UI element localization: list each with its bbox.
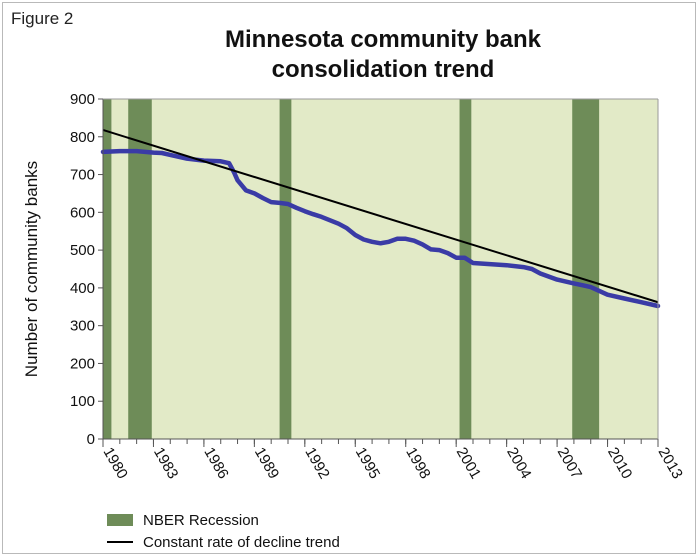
recession-band bbox=[279, 99, 292, 439]
y-tick-label: 800 bbox=[70, 129, 95, 146]
y-tick-label: 400 bbox=[70, 280, 95, 297]
chart-figure: Figure 2 Minnesota community bank consol… bbox=[2, 2, 696, 554]
plot-svg: 0 100 200 300 400 500 600 700 800 900 1980 1983 1986… bbox=[22, 91, 686, 482]
plot-area bbox=[103, 99, 658, 439]
legend: NBER Recession Constant rate of decline … bbox=[107, 509, 340, 553]
y-axis-label: Number of community banks bbox=[22, 161, 41, 377]
y-tick-label: 200 bbox=[70, 355, 95, 372]
y-tick-label: 100 bbox=[70, 393, 95, 410]
y-tick-label: 700 bbox=[70, 167, 95, 184]
x-tick-label: 1986 bbox=[200, 445, 231, 482]
recession-band bbox=[572, 99, 600, 439]
x-tick-label: 2007 bbox=[554, 445, 585, 482]
x-tick-label: 1995 bbox=[352, 445, 383, 482]
y-tick-label: 500 bbox=[70, 242, 95, 259]
recession-band bbox=[459, 99, 472, 439]
recession-bands bbox=[103, 99, 600, 439]
x-tick-label: 1992 bbox=[301, 445, 332, 482]
legend-item-recession: NBER Recession bbox=[107, 509, 340, 531]
x-tick-label: 2010 bbox=[604, 445, 635, 482]
recession-band bbox=[103, 99, 112, 439]
figure-label: Figure 2 bbox=[11, 9, 74, 28]
x-tick-label: 1989 bbox=[251, 445, 282, 482]
legend-label-trend: Constant rate of decline trend bbox=[143, 533, 340, 551]
data-series bbox=[100, 129, 661, 309]
y-tick-label: 0 bbox=[87, 431, 95, 448]
x-tick-label: 1998 bbox=[402, 445, 433, 482]
trend-swatch bbox=[107, 541, 133, 543]
legend-label-recession: NBER Recession bbox=[143, 511, 259, 529]
y-tick-label: 900 bbox=[70, 91, 95, 108]
x-tick-label: 1980 bbox=[100, 445, 131, 482]
y-tick-label: 600 bbox=[70, 204, 95, 221]
x-tick-label: 2004 bbox=[503, 445, 534, 482]
recession-swatch bbox=[107, 514, 133, 526]
actual-banks-line bbox=[100, 148, 661, 309]
chart-title: Minnesota community bank bbox=[224, 26, 542, 53]
chart-subtitle: consolidation trend bbox=[271, 56, 495, 83]
x-tick-label: 2013 bbox=[655, 445, 686, 482]
x-tick-label: 2001 bbox=[453, 445, 484, 482]
y-tick-label: 300 bbox=[70, 318, 95, 335]
recession-band bbox=[128, 99, 152, 439]
trend-line bbox=[102, 129, 659, 304]
legend-item-trend: Constant rate of decline trend bbox=[107, 531, 340, 553]
x-tick-label: 1983 bbox=[150, 445, 181, 482]
